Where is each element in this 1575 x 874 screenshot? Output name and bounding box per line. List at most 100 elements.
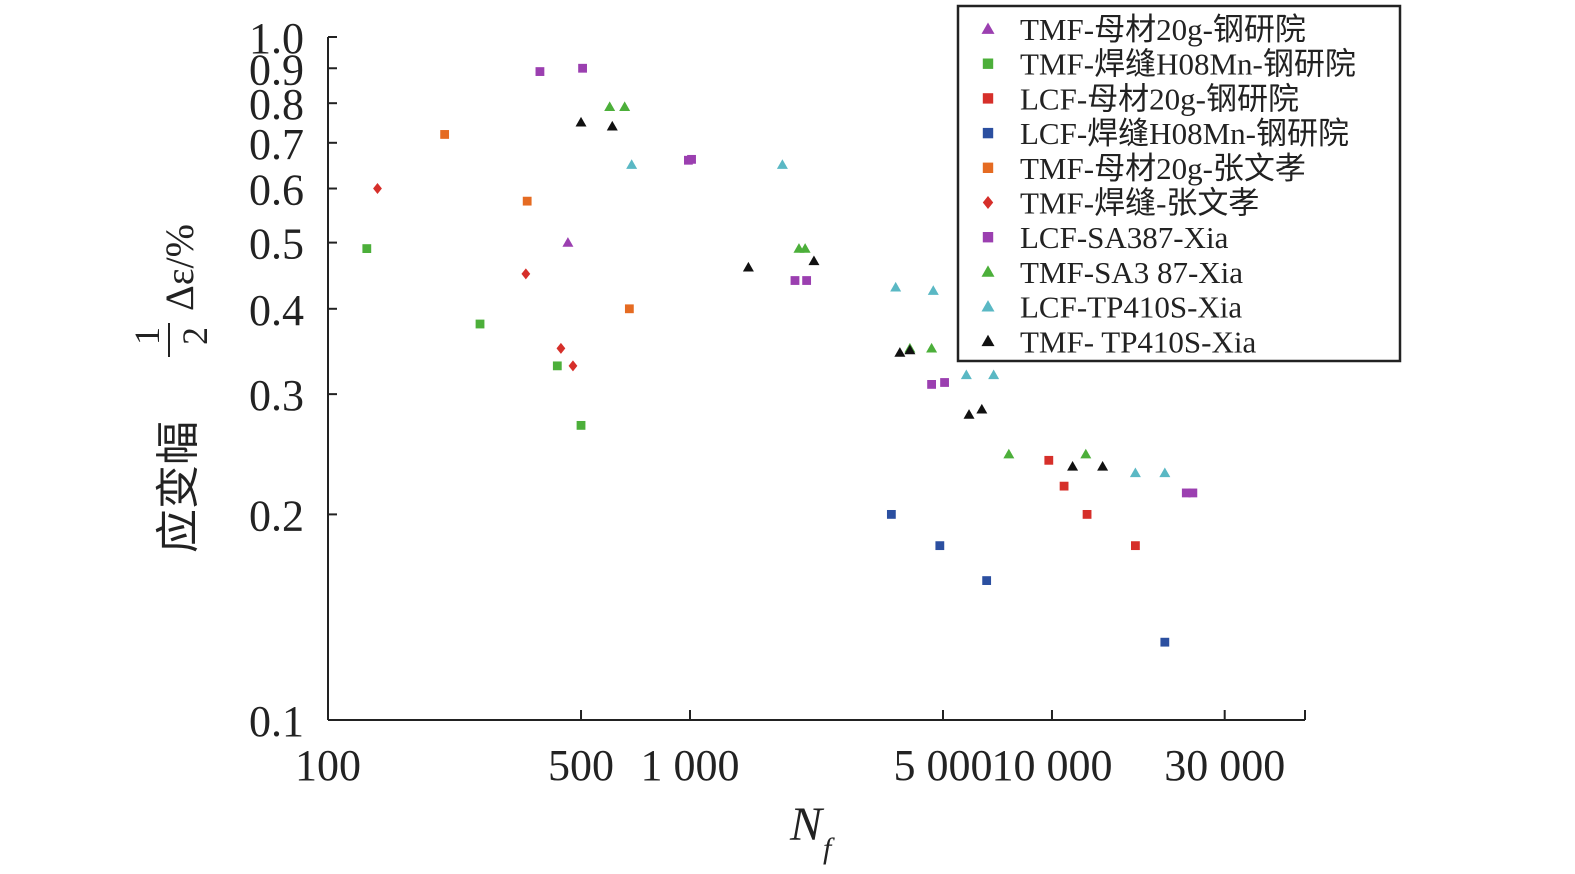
data-point bbox=[568, 360, 578, 372]
data-point bbox=[1181, 488, 1191, 498]
x-axis-label: N f bbox=[789, 798, 835, 865]
data-point bbox=[926, 342, 938, 353]
legend-marker-icon bbox=[982, 196, 994, 209]
data-point bbox=[927, 285, 939, 295]
legend-marker-icon bbox=[981, 300, 995, 312]
legend-marker-icon bbox=[982, 232, 994, 243]
legend-entry-label: TMF-母材20g-钢研院 bbox=[1020, 12, 1306, 47]
data-point bbox=[606, 120, 618, 131]
data-point bbox=[1003, 448, 1015, 459]
data-point bbox=[742, 261, 754, 272]
data-point bbox=[475, 319, 485, 329]
data-point bbox=[960, 369, 972, 380]
data-point bbox=[988, 369, 1000, 380]
data-point bbox=[1044, 455, 1054, 465]
data-point bbox=[1160, 637, 1170, 647]
legend-entry-label: LCF-焊缝H08Mn-钢研院 bbox=[1020, 116, 1349, 151]
data-point bbox=[578, 63, 587, 73]
x-tick-label: 10 000 bbox=[991, 741, 1112, 790]
y-axis-label-text: 应变幅 bbox=[154, 421, 203, 553]
data-point bbox=[982, 576, 992, 585]
data-point bbox=[362, 244, 372, 253]
legend-box bbox=[956, 4, 1402, 363]
data-point bbox=[1159, 467, 1171, 478]
legend-marker-icon bbox=[982, 93, 994, 104]
legend: TMF-母材20g-钢研院TMF-焊缝H08Mn-钢研院LCF-母材20g-钢研… bbox=[956, 4, 1402, 363]
data-point bbox=[619, 101, 631, 112]
data-point bbox=[963, 409, 975, 419]
data-point bbox=[562, 237, 574, 247]
legend-marker-icon bbox=[982, 162, 994, 173]
legend-marker-icon bbox=[982, 58, 994, 69]
y-tick-label: 0.5 bbox=[249, 220, 304, 269]
data-point bbox=[373, 183, 382, 195]
data-point bbox=[808, 255, 820, 266]
legend-entry-label: TMF- TP410S-Xia bbox=[1020, 324, 1256, 359]
data-point bbox=[940, 378, 949, 387]
x-axis-label-main: N bbox=[789, 798, 825, 851]
data-point bbox=[790, 276, 800, 285]
y-tick-label: 0.9 bbox=[249, 45, 304, 94]
legend-entry-label: LCF-TP410S-Xia bbox=[1020, 290, 1242, 325]
data-point bbox=[776, 159, 788, 169]
y-tick-label: 0.8 bbox=[249, 80, 304, 129]
data-point bbox=[1067, 461, 1079, 471]
legend-marker-icon bbox=[981, 334, 995, 347]
data-point bbox=[535, 67, 545, 76]
data-point bbox=[556, 342, 566, 354]
data-point bbox=[604, 101, 616, 112]
x-tick-label: 5 000 bbox=[894, 741, 993, 790]
data-point bbox=[894, 347, 906, 357]
data-point bbox=[976, 403, 988, 414]
data-point bbox=[886, 509, 896, 519]
x-tick-label: 1 000 bbox=[640, 741, 739, 790]
data-point bbox=[1131, 541, 1140, 551]
y-axis-label-fraction-numerator: 1 bbox=[127, 327, 167, 345]
legend-marker-icon bbox=[981, 22, 995, 34]
axes: 0.1 0.2 0.3 0.4 0.5 0.60.70.80.91.0 100 500 1 00… bbox=[249, 14, 1306, 790]
data-point bbox=[575, 116, 587, 127]
legend-entry-label: TMF-SA3 87-Xia bbox=[1020, 255, 1243, 290]
y-axis-label-fraction-denominator: 2 bbox=[175, 327, 215, 345]
data-point bbox=[576, 420, 586, 430]
data-point bbox=[1082, 509, 1092, 519]
data-point bbox=[624, 304, 634, 314]
y-tick-label: 0.6 bbox=[249, 166, 304, 215]
x-axis-label-subscript: f bbox=[823, 832, 835, 865]
data-point bbox=[552, 361, 562, 371]
data-point bbox=[687, 154, 696, 164]
data-point bbox=[1129, 467, 1141, 478]
legend-entry-label: LCF-母材20g-钢研院 bbox=[1020, 81, 1299, 116]
legend-entry-label: TMF-焊缝H08Mn-钢研院 bbox=[1020, 47, 1356, 82]
data-point bbox=[1080, 448, 1092, 459]
legend-entry-label: TMF-母材20g-张文孝 bbox=[1020, 151, 1306, 186]
y-tick-label: 0.7 bbox=[249, 120, 304, 169]
y-tick-label: 0.2 bbox=[249, 491, 304, 540]
y-tick-label: 0.1 bbox=[249, 697, 304, 746]
legend-marker-icon bbox=[981, 265, 995, 277]
data-point bbox=[1188, 488, 1198, 498]
data-point bbox=[626, 159, 638, 169]
y-tick-label: 0.4 bbox=[249, 286, 304, 335]
legend-entry-label: TMF-焊缝-张文孝 bbox=[1020, 186, 1259, 221]
data-point bbox=[904, 344, 916, 355]
data-point bbox=[440, 130, 450, 139]
data-point bbox=[935, 541, 945, 551]
y-axis-label: 应变幅 1 2 Δε/% bbox=[127, 224, 215, 553]
legend-entry-label: LCF-SA387-Xia bbox=[1020, 220, 1229, 255]
data-point bbox=[522, 196, 532, 206]
y-tick-label: 1.0 bbox=[249, 14, 304, 63]
data-point bbox=[521, 268, 531, 280]
y-tick-label: 0.3 bbox=[249, 371, 304, 420]
data-point bbox=[802, 276, 812, 285]
data-point bbox=[799, 243, 811, 253]
data-point bbox=[1097, 461, 1109, 471]
data-point bbox=[890, 281, 902, 292]
legend-marker-icon bbox=[982, 127, 994, 139]
data-point bbox=[1059, 481, 1069, 491]
data-points bbox=[362, 63, 1198, 647]
data-point bbox=[927, 379, 937, 389]
x-tick-label: 500 bbox=[548, 741, 614, 790]
x-tick-label: 30 000 bbox=[1164, 741, 1285, 790]
